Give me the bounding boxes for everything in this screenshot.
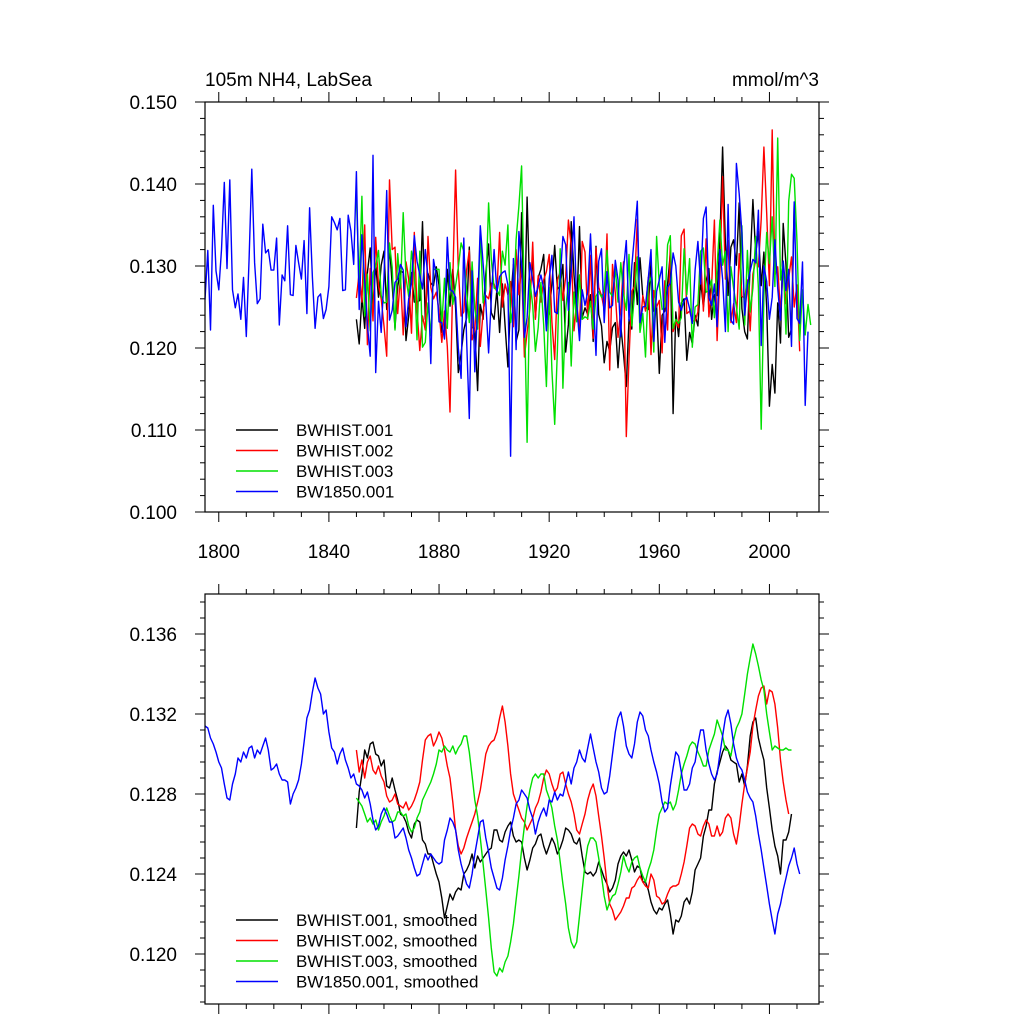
legend-label-2: BWHIST.002 xyxy=(296,442,393,461)
y-tick-label: 0.130 xyxy=(129,257,177,278)
top-panel-plot-area xyxy=(204,129,812,457)
top-panel-ticks: 1800 1840 1880 1920 1960 2000 0.100 0.110 0.120 0… xyxy=(129,92,829,563)
series-line-4 xyxy=(204,154,809,457)
y-tick-label: 0.124 xyxy=(129,865,177,886)
top-panel: 1800 1840 1880 1920 1960 2000 0.100 0.110 0.120 0… xyxy=(129,70,829,563)
x-tick-label: 1960 xyxy=(638,542,680,563)
y-tick-label: 0.100 xyxy=(129,503,177,524)
bottom-panel-legend: BWHIST.001, smoothed BWHIST.002, smoothed… xyxy=(236,911,478,992)
y-tick-label: 0.136 xyxy=(129,625,177,646)
top-panel-frame xyxy=(204,101,820,513)
y-tick-label: 0.132 xyxy=(129,705,177,726)
x-tick-label: 2000 xyxy=(748,542,790,563)
bottom-panel-ticks: 0.120 0.124 0.128 0.132 0.136 xyxy=(129,584,829,1014)
legend-label-1: BWHIST.001, smoothed xyxy=(296,911,477,930)
bottom-panel-frame xyxy=(204,593,820,1005)
bottom-panel-plot-area xyxy=(204,643,801,977)
bottom-panel: 0.120 0.124 0.128 0.132 0.136 BWHIST.001, sm… xyxy=(129,584,829,1014)
series-line-4 xyxy=(204,677,801,935)
series-line-3 xyxy=(355,643,792,977)
y-tick-label: 0.150 xyxy=(129,93,177,114)
y-tick-label: 0.128 xyxy=(129,785,177,806)
y-tick-label: 0.120 xyxy=(129,339,177,360)
x-tick-label: 1920 xyxy=(528,542,570,563)
top-panel-units: mmol/m^3 xyxy=(732,70,819,91)
x-tick-label: 1840 xyxy=(308,542,350,563)
legend-label-2: BWHIST.002, smoothed xyxy=(296,932,477,951)
legend-label-4: BW1850.001 xyxy=(296,483,394,502)
legend-label-4: BW1850.001, smoothed xyxy=(296,973,478,992)
x-tick-label: 1800 xyxy=(198,542,240,563)
legend-label-1: BWHIST.001 xyxy=(296,421,393,440)
legend-label-3: BWHIST.003 xyxy=(296,462,393,481)
series-line-1 xyxy=(355,146,795,415)
x-tick-label: 1880 xyxy=(418,542,460,563)
y-tick-label: 0.120 xyxy=(129,945,177,966)
y-tick-label: 0.110 xyxy=(131,421,177,442)
y-tick-label: 0.140 xyxy=(129,175,177,196)
series-line-2 xyxy=(355,685,790,921)
top-panel-title: 105m NH4, LabSea xyxy=(205,70,372,91)
legend-label-3: BWHIST.003, smoothed xyxy=(296,952,477,971)
